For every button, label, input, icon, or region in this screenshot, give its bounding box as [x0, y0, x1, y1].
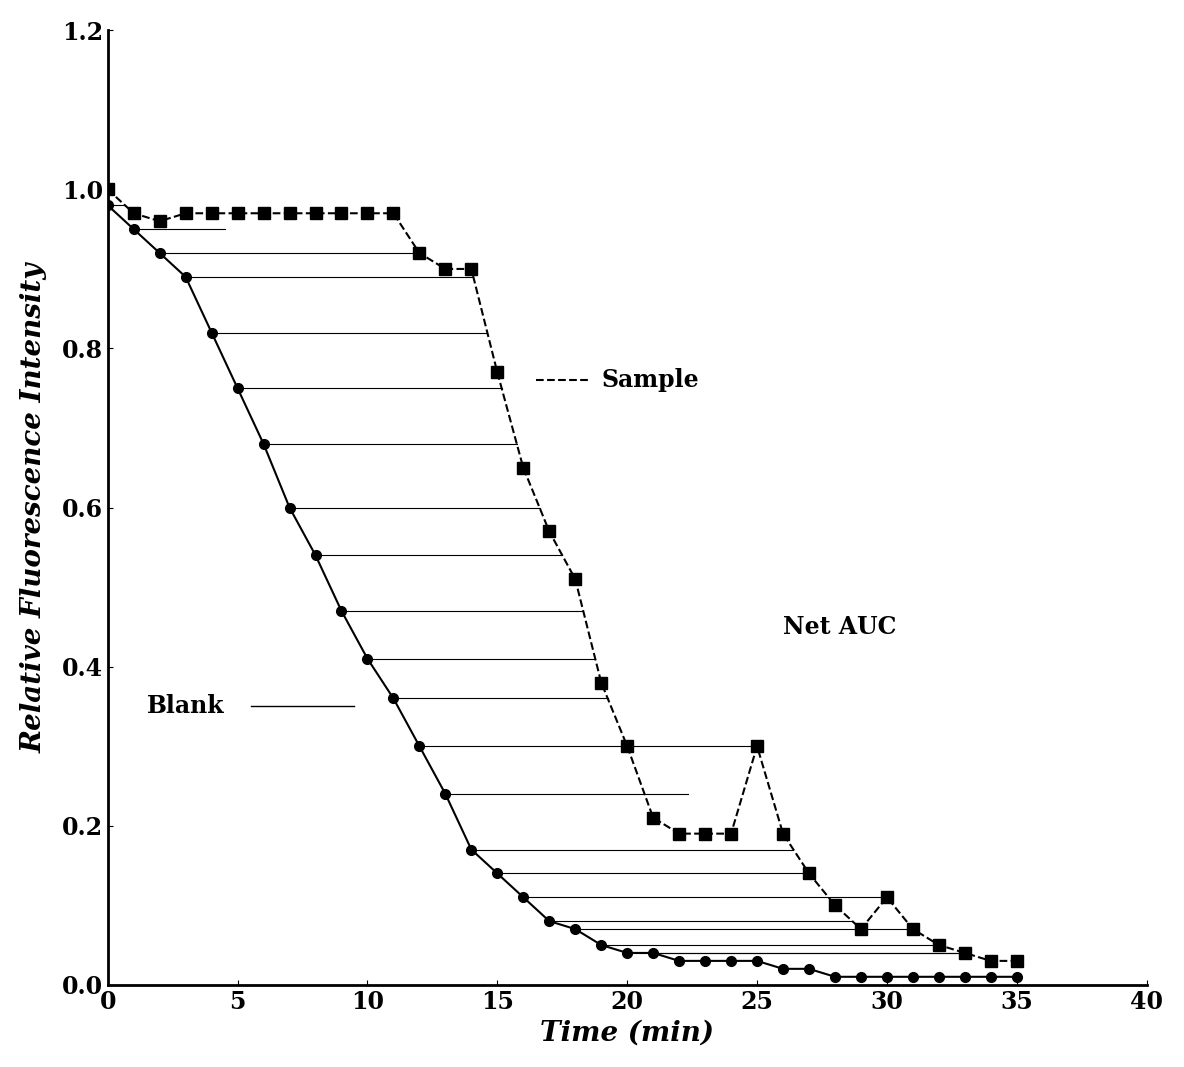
Blank [932, 970, 946, 983]
Blank [490, 867, 504, 880]
Sample [386, 207, 400, 220]
Blank [542, 914, 556, 927]
Y-axis label: Relative Fluorescence Intensity: Relative Fluorescence Intensity [21, 262, 47, 752]
Sample [906, 923, 920, 936]
Blank [386, 692, 400, 705]
Blank [699, 955, 713, 968]
Blank [127, 223, 141, 236]
Blank [283, 501, 297, 514]
Sample [880, 891, 894, 904]
Sample [438, 262, 452, 275]
Blank [906, 970, 920, 983]
Sample [516, 461, 530, 474]
Sample [231, 207, 245, 220]
Line: Sample: Sample [102, 184, 1022, 967]
Sample [464, 262, 478, 275]
Blank [231, 382, 245, 395]
Blank [749, 955, 764, 968]
Sample [101, 184, 115, 196]
Blank [776, 962, 790, 975]
Sample [958, 946, 972, 959]
Blank [620, 946, 635, 959]
Sample [646, 811, 661, 824]
Sample [594, 676, 609, 689]
Blank [880, 970, 894, 983]
Sample [749, 739, 764, 752]
Blank [257, 437, 271, 450]
Blank [984, 970, 998, 983]
Blank [828, 970, 842, 983]
Sample [542, 525, 556, 538]
Sample [334, 207, 348, 220]
Line: Blank: Blank [103, 201, 1022, 982]
Sample [673, 827, 687, 840]
Blank [958, 970, 972, 983]
Text: Blank: Blank [147, 695, 224, 718]
Sample [723, 827, 738, 840]
Blank [101, 198, 115, 211]
Blank [568, 923, 583, 936]
Blank [1010, 970, 1024, 983]
Blank [334, 605, 348, 618]
Sample [984, 955, 998, 968]
Sample [932, 939, 946, 952]
Blank [594, 939, 609, 952]
Sample [127, 207, 141, 220]
Blank [673, 955, 687, 968]
Blank [153, 246, 167, 259]
Blank [723, 955, 738, 968]
Blank [802, 962, 816, 975]
Sample [153, 214, 167, 227]
Sample [802, 867, 816, 880]
Sample [308, 207, 322, 220]
X-axis label: Time (min): Time (min) [540, 1019, 714, 1046]
Text: Sample: Sample [601, 368, 699, 393]
Blank [412, 739, 426, 752]
Sample [828, 898, 842, 911]
Blank [308, 548, 322, 561]
Sample [490, 366, 504, 379]
Sample [257, 207, 271, 220]
Sample [699, 827, 713, 840]
Blank [854, 970, 868, 983]
Text: Net AUC: Net AUC [783, 615, 896, 639]
Sample [854, 923, 868, 936]
Sample [776, 827, 790, 840]
Sample [568, 573, 583, 586]
Blank [438, 787, 452, 800]
Sample [620, 739, 635, 752]
Sample [205, 207, 219, 220]
Sample [179, 207, 193, 220]
Sample [412, 246, 426, 259]
Sample [1010, 955, 1024, 968]
Blank [179, 271, 193, 284]
Blank [646, 946, 661, 959]
Blank [205, 327, 219, 339]
Sample [283, 207, 297, 220]
Sample [360, 207, 374, 220]
Blank [464, 843, 478, 856]
Blank [516, 891, 530, 904]
Blank [360, 652, 374, 665]
